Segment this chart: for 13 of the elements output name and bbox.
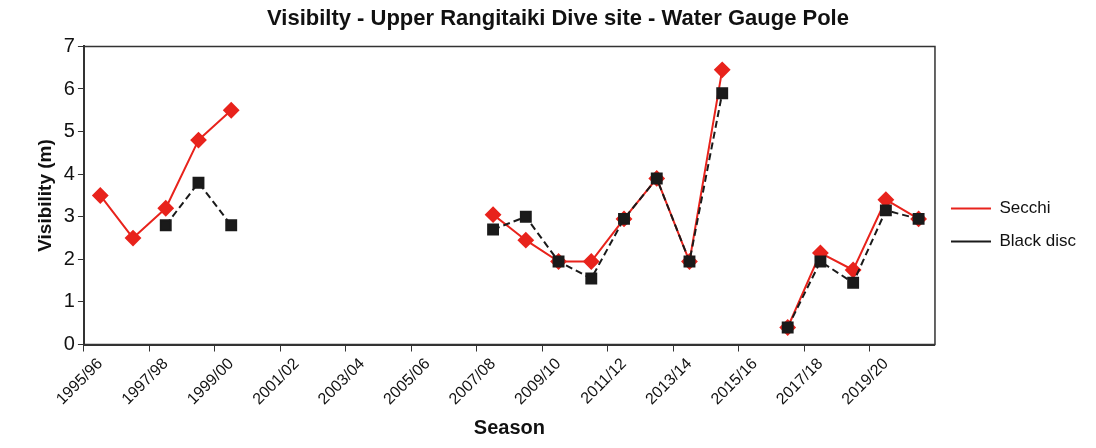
y-tick-label: 1 — [63, 289, 75, 312]
y-axis-title: Visibility (m) — [33, 139, 55, 252]
x-axis-title: Season — [473, 415, 546, 438]
chart-title: Visibilty - Upper Rangitaiki Dive site - Water Gauge Pole — [267, 5, 849, 31]
y-tick-label: 4 — [63, 161, 75, 184]
y-tick-label: 2 — [63, 246, 75, 269]
y-tick-label: 5 — [63, 119, 75, 142]
y-tick-label: 3 — [63, 204, 75, 227]
legend-label: Black disc — [999, 231, 1077, 251]
y-tick-label: 6 — [63, 76, 75, 99]
y-tick-label: 0 — [63, 332, 75, 355]
legend-label: Secchi — [999, 198, 1051, 218]
y-tick-label: 7 — [63, 33, 75, 56]
